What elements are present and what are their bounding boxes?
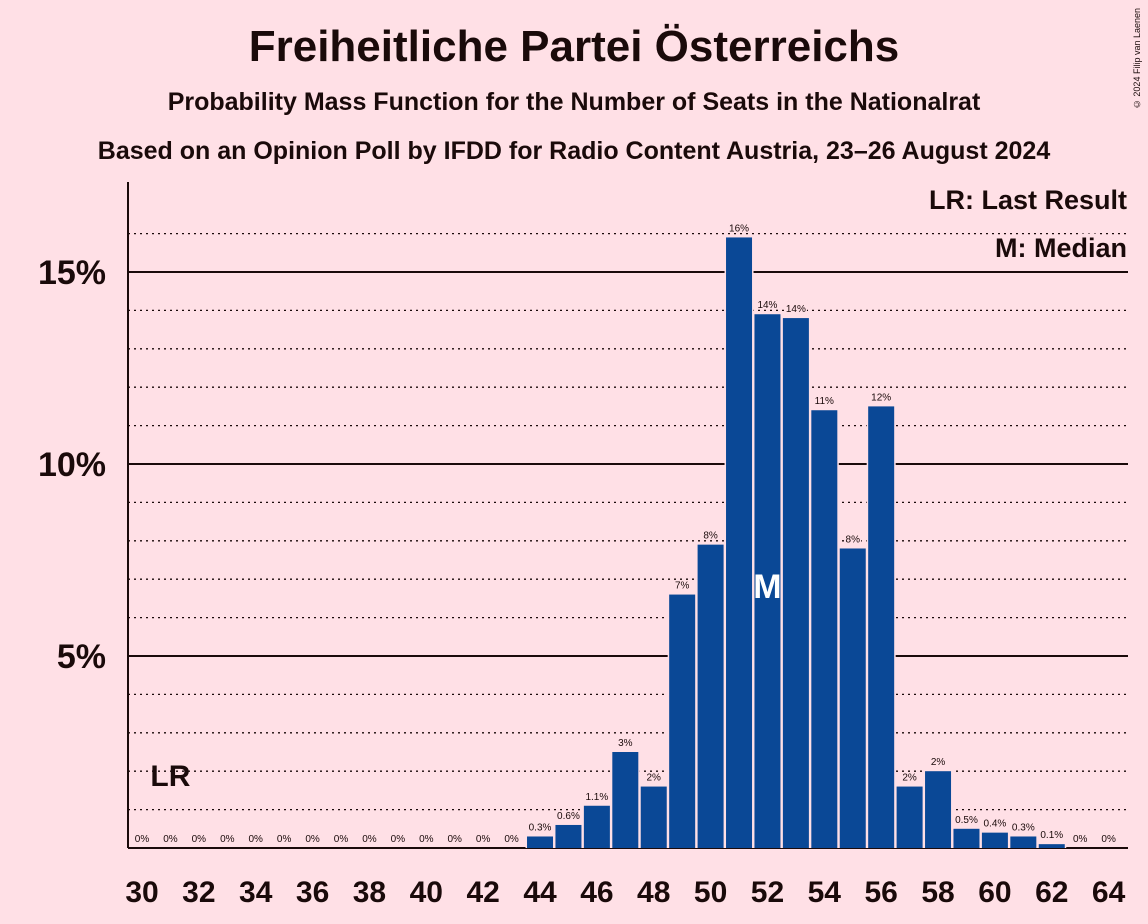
value-label: 2% [647, 773, 662, 784]
bar-seat-55 [839, 548, 866, 848]
value-label: 0% [163, 834, 178, 845]
value-label: 0% [1101, 834, 1116, 845]
x-tick-label: 58 [921, 876, 954, 909]
bar-seat-48 [640, 786, 667, 848]
last-result-marker: LR [150, 760, 190, 793]
value-label: 0.3% [529, 822, 552, 833]
grid-lines [128, 232, 1128, 849]
bar-seat-59 [953, 828, 980, 848]
y-tick-label: 5% [57, 638, 106, 676]
value-label: 0.4% [984, 819, 1007, 830]
value-label: 2% [931, 757, 946, 768]
bar-seat-54 [811, 410, 838, 848]
x-tick-label: 52 [751, 876, 784, 909]
x-tick-label: 32 [182, 876, 215, 909]
chart-title: Freiheitliche Partei Österreichs [248, 22, 900, 71]
bar-seat-47 [612, 752, 639, 848]
bar-seat-62 [1038, 844, 1065, 848]
bar-seat-57 [896, 786, 923, 848]
legend-median: M: Median [995, 233, 1127, 263]
median-marker: M [753, 568, 781, 606]
value-label: 0% [277, 834, 292, 845]
value-label: 0% [1073, 834, 1088, 845]
x-tick-label: 64 [1092, 876, 1126, 909]
value-label: 0% [305, 834, 320, 845]
value-label: 8% [703, 531, 718, 542]
bar-seat-53 [782, 318, 809, 849]
bar-seat-46 [583, 805, 610, 848]
x-tick-label: 36 [296, 876, 329, 909]
value-label: 12% [871, 392, 891, 403]
x-tick-label: 38 [353, 876, 386, 909]
value-label: 0.5% [955, 815, 978, 826]
value-label: 0% [135, 834, 150, 845]
value-label: 0% [419, 834, 434, 845]
bar-seat-58 [925, 771, 952, 848]
x-tick-label: 34 [239, 876, 273, 909]
chart-subtitle: Probability Mass Function for the Number… [167, 88, 981, 116]
bars [525, 235, 1067, 849]
bar-seat-52 [754, 314, 781, 848]
value-label: 0% [476, 834, 491, 845]
x-axis-ticks: 30 32 34 36 38 40 42 44 46 48 50 52 54 56 58 60 62 64 [125, 876, 1125, 909]
bar-seat-56 [868, 406, 895, 848]
x-tick-label: 50 [694, 876, 727, 909]
value-label: 2% [902, 773, 917, 784]
x-tick-label: 62 [1035, 876, 1068, 909]
x-tick-label: 44 [523, 876, 557, 909]
value-label: 0% [504, 834, 519, 845]
value-label: 0% [192, 834, 207, 845]
x-tick-label: 48 [637, 876, 670, 909]
value-label: 0.1% [1040, 830, 1063, 841]
value-label: 1.1% [585, 792, 608, 803]
bar-seat-61 [1010, 836, 1037, 848]
value-label: 0% [248, 834, 263, 845]
value-label: 0% [334, 834, 349, 845]
value-label: 0% [220, 834, 235, 845]
y-axis-ticks: 5% 10% 15% [38, 254, 106, 676]
value-labels: 0% 0% 0% 0% 0% 0% 0% 0% 0% 0% 0% 0% 0% 0% 0.3% 0.6% 1.1%… [135, 222, 1116, 845]
value-label: 0% [391, 834, 406, 845]
value-label: 14% [786, 304, 806, 315]
x-tick-label: 54 [808, 876, 842, 909]
bar-seat-51 [726, 237, 753, 848]
x-tick-label: 56 [864, 876, 897, 909]
bar-seat-49 [669, 594, 696, 848]
value-label: 0% [362, 834, 377, 845]
y-tick-label: 15% [38, 254, 106, 292]
value-label: 16% [729, 223, 749, 234]
x-tick-label: 42 [466, 876, 499, 909]
value-label: 14% [757, 300, 777, 311]
value-label: 7% [675, 581, 690, 592]
bar-seat-50 [697, 544, 724, 848]
bar-seat-45 [555, 824, 582, 848]
bar-seat-60 [981, 832, 1008, 848]
x-tick-label: 60 [978, 876, 1011, 909]
value-label: 0% [448, 834, 463, 845]
y-tick-label: 10% [38, 446, 106, 484]
value-label: 0.6% [557, 811, 580, 822]
chart-subtitle-source: Based on an Opinion Poll by IFDD for Rad… [97, 137, 1051, 165]
value-label: 3% [618, 738, 633, 749]
value-label: 11% [815, 396, 834, 407]
value-label: 8% [846, 534, 861, 545]
x-tick-label: 40 [410, 876, 443, 909]
x-tick-label: 30 [125, 876, 158, 909]
x-tick-label: 46 [580, 876, 613, 909]
bar-seat-44 [527, 836, 554, 848]
value-label: 0.3% [1012, 822, 1035, 833]
legend-last-result: LR: Last Result [929, 185, 1127, 215]
